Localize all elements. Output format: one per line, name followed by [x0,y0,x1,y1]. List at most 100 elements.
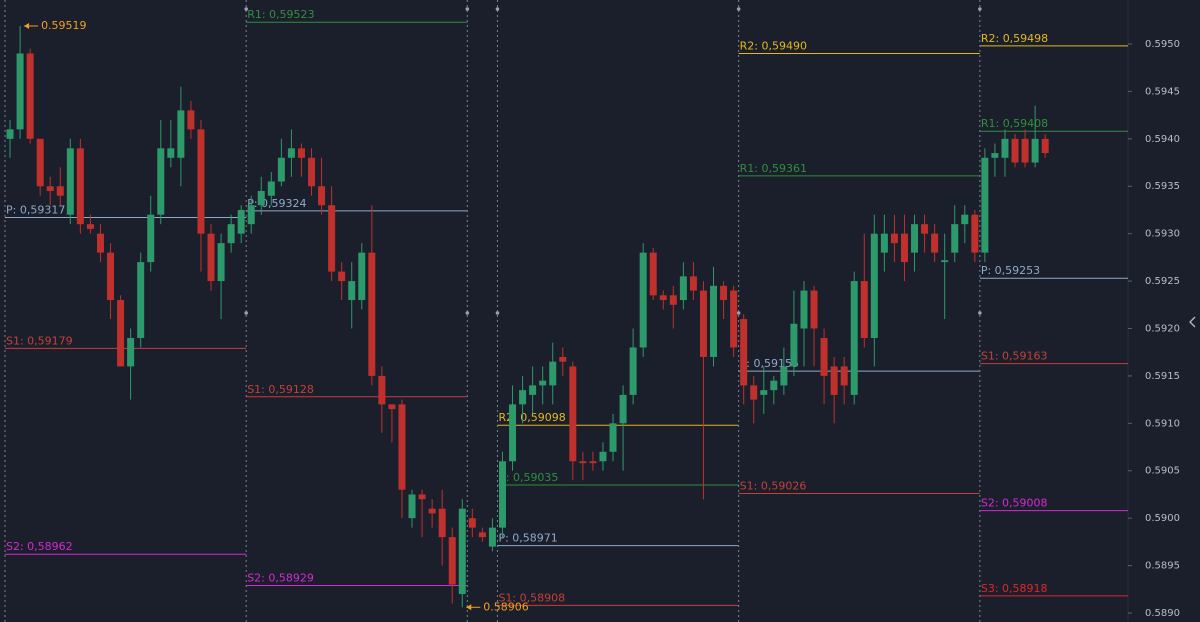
candle-body [358,252,366,301]
candle-body [509,404,517,462]
collapse-button[interactable] [1189,316,1196,328]
candle-body [820,337,828,376]
candle-body [951,224,959,253]
candle-body [850,281,858,395]
marker-arrowhead [466,604,472,611]
candle-body [579,461,587,464]
pivot-label: S1: 0,59026 [740,480,807,493]
y-tick-label: 0.5930 [1145,229,1180,240]
pivot-label: S1: 0,59179 [6,334,73,347]
candle-body [26,53,34,139]
candle-body [770,380,778,391]
candle-body [840,366,848,386]
pivot-label: R2: 0,59098 [498,411,565,424]
y-tick-label: 0.5890 [1145,608,1180,619]
pivot-label: S1: 0,59163 [981,350,1048,363]
candle-body [1021,138,1029,163]
pivot-label: S1: 0,59128 [247,383,314,396]
candle-body [629,347,637,395]
y-tick-label: 0.5905 [1145,466,1180,477]
candle-body [267,181,275,196]
candle-body [498,461,506,528]
y-tick-label: 0.5895 [1145,561,1180,572]
separator-handle [244,7,248,11]
candle-body [227,224,235,244]
y-tick-label: 0.5940 [1145,134,1180,145]
pivot-label: S2: 0,58962 [6,540,73,553]
pivot-label: R1: 0,59408 [981,117,1048,130]
candle-body [398,404,406,490]
separator-handle [736,311,741,315]
candle-body [639,252,647,348]
candle-body [16,53,24,130]
separator-handle [978,7,982,11]
candle-body [157,148,165,215]
candle-body [488,527,496,547]
separator-handle [495,311,500,315]
candle-body [207,233,215,282]
marker-arrowhead [24,22,30,29]
candle-body [659,295,667,301]
candle-body [991,153,999,158]
candle-body [890,233,898,244]
candle-body [448,537,456,585]
candle-body [147,214,155,263]
pivot-label: S3: 0,58918 [981,582,1048,595]
candle-body [197,129,205,234]
y-tick-label: 0.5920 [1145,323,1180,334]
candle-body [308,157,316,187]
candle-body [750,385,758,400]
candle-body [710,285,718,357]
candle-body [468,518,476,528]
candle-body [277,157,285,182]
candle-body [900,233,908,263]
candle-body [780,366,788,386]
pivot-label: P: 0,59317 [6,204,65,217]
candle-body [679,276,687,301]
candle-body [368,252,376,376]
candle-body [478,532,486,538]
candle-body [117,300,125,367]
pivot-label: P: 0,59155 [740,357,799,370]
pivot-label: P: 0,58971 [498,532,557,545]
candle-body [599,451,607,462]
candle-body [870,233,878,338]
candle-body [137,262,145,338]
candle-body [981,157,989,253]
candle-body [619,394,627,424]
candle-body [931,233,939,253]
y-tick-label: 0.5935 [1145,181,1180,192]
candle-body [237,209,245,234]
candle-body [428,508,436,514]
candle-body [127,337,135,367]
candle-body [408,494,416,519]
marker-label: 0.58906 [483,600,529,613]
pivot-label: P: 0,59253 [981,264,1040,277]
candle-body [348,281,356,301]
candle-body [107,252,115,301]
candle-body [257,190,265,206]
candle-body [177,110,185,158]
candle-body [167,148,175,158]
candle-body [689,276,697,291]
candle-body [1031,138,1039,163]
candle-body [971,214,979,253]
pivot-label: R: 0,59035 [498,471,558,484]
candle-body [318,186,326,206]
candle-body [56,186,64,196]
y-tick-label: 0.5950 [1145,39,1180,50]
separator-handle [465,311,470,315]
candles: 0.59519 0.58906 [6,19,1049,613]
candle-body [187,110,195,130]
price-axis: 0.5950 0.5945 0.5940 0.5935 0.5930 0.5925 0.59… [1128,39,1180,619]
pivot-label: R2: 0,59498 [981,32,1048,45]
candle-body [539,380,547,386]
candle-body [247,205,255,225]
candle-body [287,148,295,158]
candle-body [36,138,44,187]
candle-body [1001,138,1009,158]
candle-body [810,290,818,329]
candle-body [941,260,949,263]
